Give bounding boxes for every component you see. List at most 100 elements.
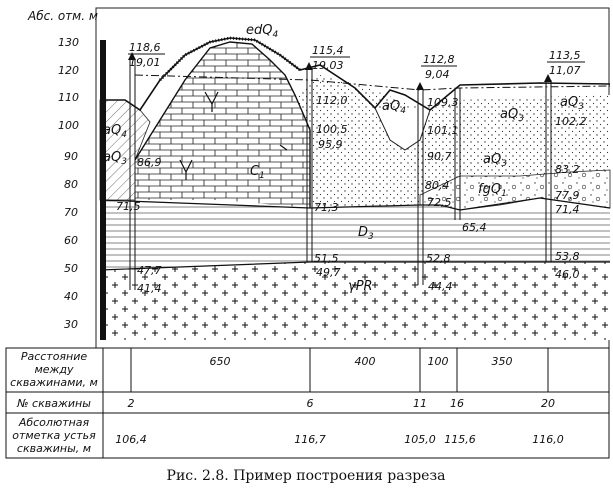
well-depth-3: 9,04 <box>425 68 450 81</box>
stratum-aq3-left: aQ3 <box>103 150 127 167</box>
distance-2: 400 <box>355 355 376 368</box>
dip-symbols <box>179 91 288 180</box>
stratum-aq3-mid: aQ3 <box>483 152 507 169</box>
mark: 41,4 <box>137 282 162 295</box>
wells <box>129 60 552 290</box>
well-marker-arrow <box>544 74 552 82</box>
edq4-cover <box>158 36 301 82</box>
stratum-labels: edQ4 aQ4 aQ3 C1 D3 γPR aQ4 aQ3 fgQ1 aQ3 … <box>103 23 584 294</box>
well-depth-4: 11,07 <box>549 64 581 77</box>
tick-100: 100 <box>58 119 79 132</box>
c1-brick-layer <box>135 42 310 208</box>
granite-layer <box>100 262 610 340</box>
well-number-5: 20 <box>541 397 555 410</box>
mark: 53,8 <box>555 250 580 263</box>
mark: 51,5 <box>314 252 339 265</box>
mark: 109,3 <box>427 96 459 109</box>
table-row-collar-elevation: Абсолютная отметка устья скважины, м 106… <box>12 416 564 455</box>
collar-elev-3: 105,0 <box>404 433 436 446</box>
boundary-granite-top <box>99 261 610 271</box>
distance-3: 100 <box>428 355 449 368</box>
tick-120: 120 <box>58 64 79 77</box>
row-label-collar-1: Абсолютная <box>18 416 90 429</box>
well-marker-arrow <box>128 52 136 60</box>
row-label-collar-3: скважины, м <box>17 442 91 455</box>
row-label-distance-3: скважинами, м <box>10 376 98 389</box>
mark: 95,9 <box>318 138 343 151</box>
tick-90: 90 <box>64 150 78 163</box>
mark: 52,8 <box>426 252 451 265</box>
data-table <box>5 347 610 459</box>
mark: 71,4 <box>555 203 580 216</box>
stratum-gamma-pr: γPR <box>348 279 373 294</box>
well-number-4: 16 <box>450 397 464 410</box>
stratum-aq3-right: aQ3 <box>500 107 524 124</box>
mark: 86,9 <box>137 156 162 169</box>
row-label-distance-1: Расстояние <box>21 350 88 363</box>
well-elev-2: 115,4 <box>312 44 344 57</box>
tick-70: 70 <box>64 206 78 219</box>
well-marker-arrow <box>416 82 424 90</box>
tick-60: 60 <box>64 234 78 247</box>
tick-40: 40 <box>64 290 78 303</box>
row-label-collar-2: отметка устья <box>12 429 96 442</box>
well-elev-1: 118,6 <box>129 41 161 54</box>
stratum-aq3-far: aQ3 <box>560 95 584 112</box>
collar-elev-4: 115,6 <box>444 433 476 446</box>
tick-110: 110 <box>58 91 79 104</box>
collar-elev-5: 116,0 <box>532 433 564 446</box>
mark: 77,9 <box>555 189 580 202</box>
mark: 102,2 <box>555 115 587 128</box>
axis-ticks: 130 120 110 100 90 80 70 60 50 40 30 <box>58 36 79 331</box>
mark: 112,0 <box>316 94 348 107</box>
mark: 80,4 <box>425 179 450 192</box>
mark: 71,3 <box>314 201 339 214</box>
distance-4: 350 <box>492 355 513 368</box>
well-markers <box>128 52 552 90</box>
mark: 65,4 <box>462 221 487 234</box>
tick-30: 30 <box>64 318 78 331</box>
boundary-c1 <box>134 41 311 208</box>
mark: 47,7 <box>137 264 162 277</box>
well-elev-4: 113,5 <box>549 49 581 62</box>
well-head-labels: 118,6 19,01 115,4 19,03 112,8 9,04 113,5… <box>128 41 585 81</box>
mark: 90,7 <box>427 150 452 163</box>
elevation-bar <box>100 40 106 340</box>
mark: 72,5 <box>427 196 452 209</box>
well-number-1: 2 <box>128 397 135 410</box>
collar-elev-1: 106,4 <box>115 433 147 446</box>
mark: 71,5 <box>116 200 141 213</box>
well-depth-2: 19,03 <box>312 59 344 72</box>
layer-marks: 86,9 71,5 47,7 41,4 112,0 100,5 95,9 71,… <box>116 94 587 295</box>
stratum-aq4-mid: aQ4 <box>382 99 406 116</box>
mark: 83,2 <box>555 163 580 176</box>
row-label-distance-2: между <box>34 363 74 376</box>
collar-elev-2: 116,7 <box>294 433 326 446</box>
distance-1: 650 <box>210 355 231 368</box>
well-number-2: 6 <box>307 397 314 410</box>
table-row-well-number: № скважины 2 6 11 16 20 <box>16 397 555 410</box>
table-row-distance: Расстояние между скважинами, м 650 400 1… <box>10 350 512 389</box>
tick-50: 50 <box>64 262 78 275</box>
axis-title: Абс. отм. м <box>27 9 98 23</box>
mark: 49,7 <box>316 266 341 279</box>
stratum-fgq1: fgQ1 <box>478 182 507 199</box>
water-table-line <box>134 74 611 91</box>
stratum-c1: C1 <box>250 164 265 181</box>
well-depth-1: 19,01 <box>129 56 161 69</box>
row-label-well-number: № скважины <box>16 397 91 410</box>
stratum-edq4: edQ4 <box>246 23 278 40</box>
tick-130: 130 <box>58 36 79 49</box>
stratum-d3: D3 <box>358 225 374 242</box>
mark: 44,4 <box>428 280 453 293</box>
mark: 101,1 <box>427 124 459 137</box>
well-number-3: 11 <box>413 397 427 410</box>
mark: 100,5 <box>316 123 348 136</box>
mark: 46,0 <box>555 268 580 281</box>
well-marker-arrow <box>305 62 313 70</box>
well-elev-3: 112,8 <box>423 53 455 66</box>
figure-caption: Рис. 2.8. Пример построения разреза <box>167 468 446 484</box>
stratum-aq4-left: aQ4 <box>103 123 127 140</box>
tick-80: 80 <box>64 178 78 191</box>
